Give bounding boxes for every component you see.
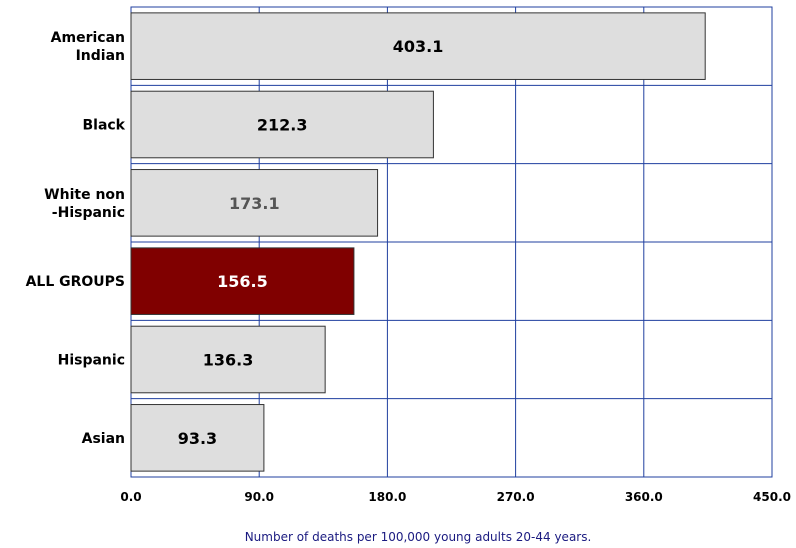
- bar-value-label: 173.1: [229, 194, 280, 213]
- bar: [130, 404, 265, 472]
- bar-value-label: 93.3: [178, 429, 217, 448]
- category-label: Black: [82, 118, 125, 134]
- x-tick-label: 450.0: [753, 490, 791, 504]
- bar: [130, 169, 379, 237]
- bar-value-label: 136.3: [203, 351, 254, 370]
- grid-layer: [130, 6, 773, 478]
- bar: [130, 325, 326, 394]
- bar-value-label: 403.1: [393, 37, 444, 56]
- x-axis-label: Number of deaths per 100,000 young adult…: [245, 530, 592, 544]
- bars-layer: [130, 12, 706, 472]
- x-tick-label: 0.0: [120, 490, 141, 504]
- plot-border: [130, 6, 773, 478]
- category-label: White non -Hispanic: [44, 187, 125, 221]
- category-label: ALL GROUPS: [26, 274, 125, 290]
- bar-value-label: 156.5: [217, 272, 268, 291]
- bar-highlight: [130, 247, 355, 315]
- category-label: American Indian: [51, 30, 125, 64]
- x-tick-label: 180.0: [368, 490, 406, 504]
- category-label: Asian: [82, 431, 125, 447]
- x-tick-label: 360.0: [625, 490, 663, 504]
- x-tick-label: 90.0: [244, 490, 274, 504]
- x-tick-label: 270.0: [497, 490, 535, 504]
- bar-value-label: 212.3: [257, 116, 308, 135]
- bar: [130, 90, 434, 159]
- category-label: Hispanic: [58, 353, 125, 369]
- labels-layer: 0.0 90.0 180.0 270.0 360.0 450.0 403.1 American…: [26, 30, 791, 504]
- bar: [130, 12, 706, 80]
